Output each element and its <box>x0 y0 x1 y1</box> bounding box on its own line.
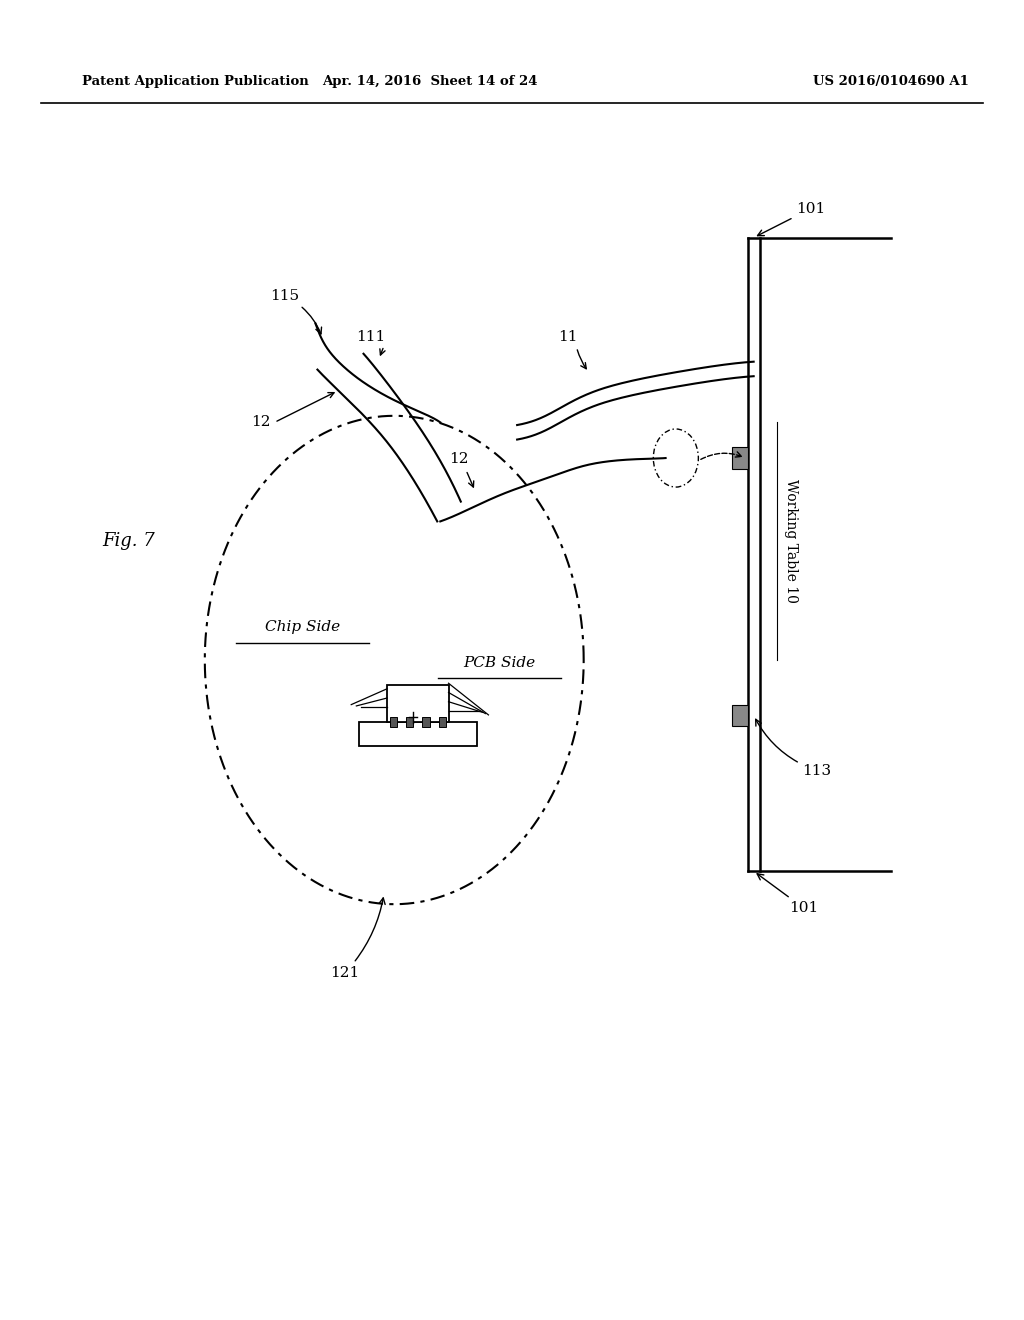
Text: 12: 12 <box>251 416 271 429</box>
Text: Fig. 7: Fig. 7 <box>102 532 156 550</box>
Text: 101: 101 <box>758 202 825 236</box>
Bar <box>387 685 449 722</box>
Text: 111: 111 <box>356 330 385 343</box>
Text: 11: 11 <box>558 330 579 343</box>
Bar <box>732 705 748 726</box>
Bar <box>406 718 414 726</box>
Bar <box>423 718 430 726</box>
Bar <box>358 722 476 746</box>
Text: 101: 101 <box>757 874 818 915</box>
Text: 121: 121 <box>331 898 385 979</box>
Text: US 2016/0104690 A1: US 2016/0104690 A1 <box>813 75 969 88</box>
Bar <box>732 447 748 469</box>
Bar <box>389 718 397 726</box>
Text: PCB Side: PCB Side <box>464 656 536 669</box>
Text: 12: 12 <box>449 453 469 466</box>
Text: 113: 113 <box>756 719 831 777</box>
Bar <box>438 718 446 726</box>
Text: Patent Application Publication: Patent Application Publication <box>82 75 308 88</box>
Text: 115: 115 <box>270 289 322 334</box>
Text: Working Table 10: Working Table 10 <box>783 479 798 603</box>
Text: Chip Side: Chip Side <box>264 620 340 634</box>
Text: Apr. 14, 2016  Sheet 14 of 24: Apr. 14, 2016 Sheet 14 of 24 <box>323 75 538 88</box>
